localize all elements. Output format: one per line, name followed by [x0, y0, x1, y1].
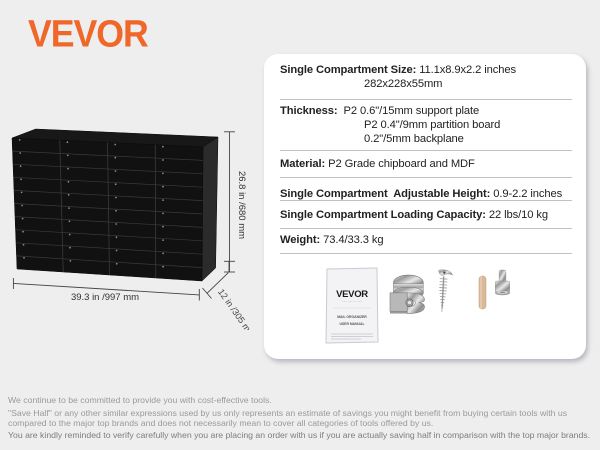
svg-text:USER MANUAL: USER MANUAL: [339, 322, 364, 326]
svg-text:VEVOR: VEVOR: [336, 289, 368, 300]
svg-text:26.8 in /680 mm: 26.8 in /680 mm: [236, 171, 247, 239]
svg-text:MAIL ORGANIZER: MAIL ORGANIZER: [337, 315, 367, 319]
svg-text:39.3 in /997 mm: 39.3 in /997 mm: [71, 292, 139, 303]
svg-text:12 in /305 mm: 12 in /305 mm: [216, 287, 257, 330]
svg-text:------ ------ --- ------: ------ ------ --- ------: [342, 300, 362, 303]
